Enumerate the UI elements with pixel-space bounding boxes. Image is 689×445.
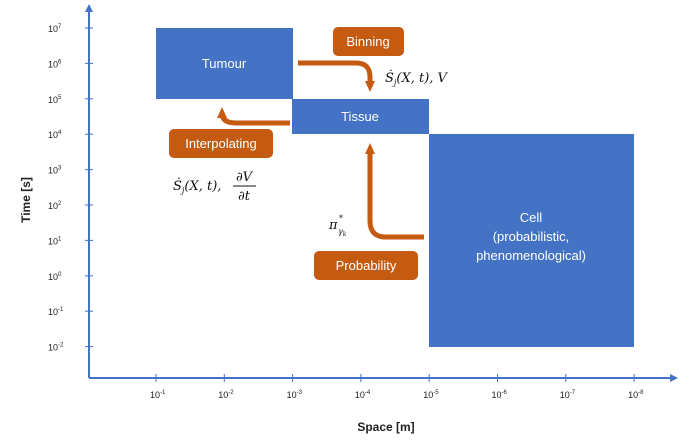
y-tick-label: 100 bbox=[48, 272, 62, 282]
x-tick-label: 10-7 bbox=[560, 390, 576, 400]
svg-text:π: π bbox=[328, 218, 338, 233]
y-tick-label: 10-1 bbox=[48, 307, 64, 317]
cell-label-line2: (probabilistic, bbox=[493, 229, 570, 244]
x-tick-label: 10-5 bbox=[423, 390, 439, 400]
svg-text:Ṡj(X, t),: Ṡj(X, t), bbox=[173, 177, 221, 195]
svg-text:Ṡj(X, t), V: Ṡj(X, t), V bbox=[385, 69, 449, 87]
cell-label-line1: Cell bbox=[520, 210, 543, 225]
x-axis-title: Space [m] bbox=[357, 420, 414, 434]
y-tick-label: 103 bbox=[48, 166, 62, 176]
x-tick-label: 10-8 bbox=[628, 390, 644, 400]
x-tick-label: 10-1 bbox=[150, 390, 166, 400]
y-axis-title: Time [s] bbox=[19, 177, 33, 223]
interpolating-arrow bbox=[217, 107, 290, 126]
probability-arrow bbox=[365, 143, 424, 240]
binning-pill bbox=[333, 27, 404, 56]
tissue-label: Tissue bbox=[341, 109, 379, 124]
y-tick-label: 101 bbox=[48, 236, 62, 246]
y-axis-ticks: 107 106 105 104 103 102 101 100 10-1 10-2 bbox=[48, 24, 93, 353]
tumour-label: Tumour bbox=[202, 56, 247, 71]
cell-label-line3: phenomenological) bbox=[476, 248, 586, 263]
probability-expression: π * γk bbox=[328, 214, 347, 238]
x-axis-ticks: 10-1 10-2 10-3 10-4 10-5 10-6 10-7 10-8 bbox=[150, 374, 644, 400]
binning-expression: Ṡj(X, t), V bbox=[385, 69, 449, 87]
prob-superscript: * bbox=[339, 214, 343, 223]
y-tick-label: 106 bbox=[48, 59, 62, 69]
prob-subscript: γk bbox=[338, 227, 347, 238]
interp-fraction-denominator: ∂t bbox=[238, 189, 251, 204]
y-tick-label: 105 bbox=[48, 95, 62, 105]
probability-pill bbox=[314, 251, 418, 280]
y-tick-label: 107 bbox=[48, 24, 62, 34]
binning-pill-label: Binning bbox=[346, 34, 389, 49]
y-tick-label: 10-2 bbox=[48, 343, 64, 353]
tumour-box bbox=[156, 28, 293, 99]
x-tick-label: 10-2 bbox=[218, 390, 234, 400]
interpolating-pill-label: Interpolating bbox=[185, 136, 257, 151]
x-tick-label: 10-4 bbox=[355, 390, 371, 400]
interpolating-pill bbox=[169, 129, 273, 158]
cell-box bbox=[429, 134, 634, 347]
binning-arrow bbox=[298, 60, 375, 92]
probability-pill-label: Probability bbox=[336, 258, 397, 273]
y-tick-label: 104 bbox=[48, 130, 62, 140]
interp-fraction-numerator: ∂V bbox=[236, 170, 254, 185]
y-tick-label: 102 bbox=[48, 201, 62, 211]
interpolating-expression: Ṡj(X, t), ∂V ∂t bbox=[173, 170, 256, 204]
x-tick-label: 10-6 bbox=[492, 390, 508, 400]
tissue-box bbox=[292, 99, 429, 134]
x-tick-label: 10-3 bbox=[287, 390, 303, 400]
